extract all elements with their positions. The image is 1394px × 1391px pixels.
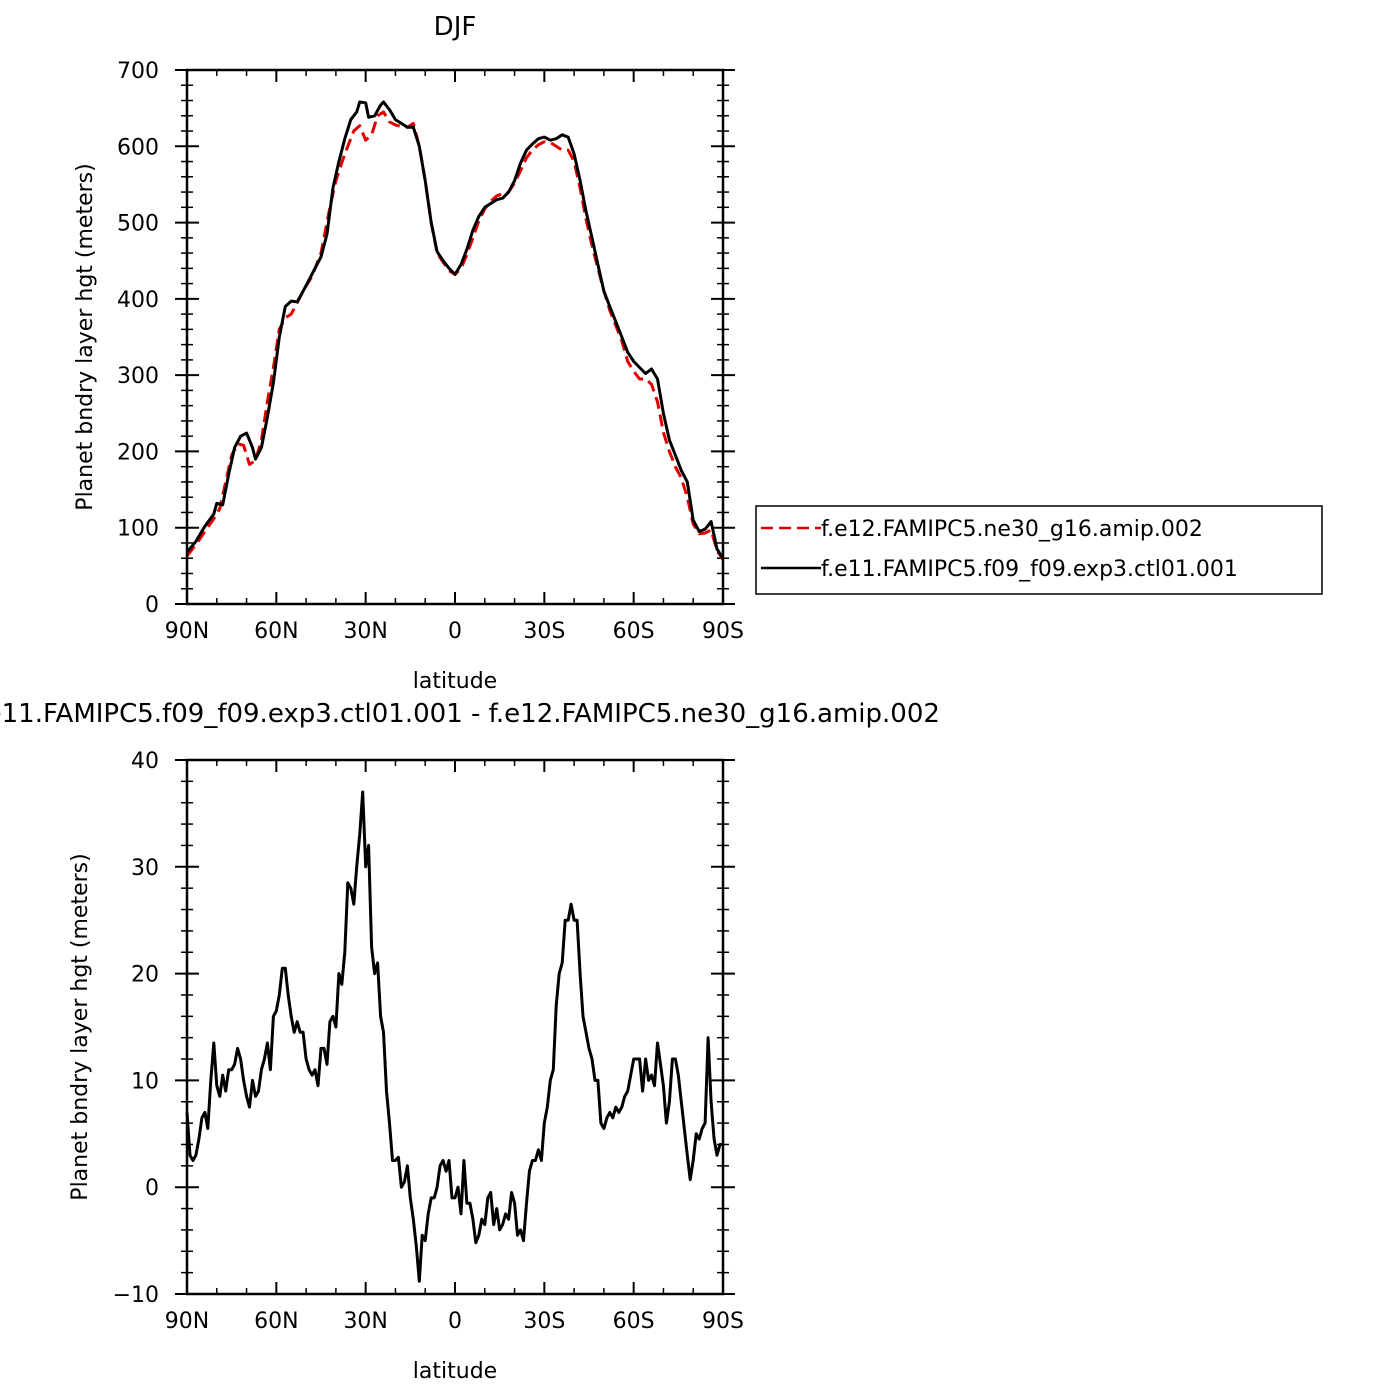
x-tick-label: 60S xyxy=(613,619,655,644)
y-tick-label: 700 xyxy=(117,59,159,84)
y-tick-label: 30 xyxy=(131,856,159,881)
top-chart-ticks: 90N 60N 30N 0 30S 60S 90S 0 100 200 300 400 500 600 70… xyxy=(117,59,744,644)
x-tick-label: 90S xyxy=(702,1309,744,1334)
bottom-chart-ylabel: Planet bndry layer hgt (meters) xyxy=(68,853,93,1200)
y-tick-label: 400 xyxy=(117,288,159,313)
y-tick-label: 500 xyxy=(117,212,159,237)
bottom-chart-ticks: 90N 60N 30N 0 30S 60S 90S −10 0 10 20 30 40 xyxy=(113,749,744,1334)
top-chart-xlabel: latitude xyxy=(413,669,497,694)
x-tick-label: 30N xyxy=(343,619,387,644)
y-tick-label: 20 xyxy=(131,963,159,988)
x-tick-label: 0 xyxy=(448,1309,462,1334)
bottom-chart-xlabel: latitude xyxy=(413,1359,497,1384)
y-tick-label: −10 xyxy=(113,1283,159,1308)
bottom-chart-panel: f.e11.FAMIPC5.f09_f09.exp3.ctl01.001 - f… xyxy=(0,699,940,1384)
top-chart-ylabel: Planet bndry layer hgt (meters) xyxy=(73,163,98,510)
legend-box xyxy=(755,505,1323,595)
x-tick-label: 0 xyxy=(448,619,462,644)
bottom-series-line-0 xyxy=(185,790,723,1283)
y-tick-label: 300 xyxy=(117,364,159,389)
x-tick-label: 60N xyxy=(254,1309,298,1334)
y-tick-label: 200 xyxy=(117,440,159,465)
y-tick-label: 10 xyxy=(131,1069,159,1094)
legend-label-series-b: f.e11.FAMIPC5.f09_f09.exp3.ctl01.001 xyxy=(821,557,1238,582)
y-tick-label: 100 xyxy=(117,517,159,542)
top-chart-legend: f.e12.FAMIPC5.ne30_g16.amip.002 f.e11.FA… xyxy=(755,505,1323,595)
top-series-line-1 xyxy=(185,100,725,560)
y-tick-label: 40 xyxy=(131,749,159,774)
bottom-chart-series xyxy=(185,790,723,1283)
x-tick-label: 30S xyxy=(523,619,565,644)
x-tick-label: 30S xyxy=(523,1309,565,1334)
y-tick-label: 0 xyxy=(145,593,159,618)
y-tick-label: 600 xyxy=(117,135,159,160)
x-tick-label: 60S xyxy=(613,1309,655,1334)
top-chart-frame xyxy=(185,68,725,606)
y-tick-label: 0 xyxy=(145,1176,159,1201)
top-chart-series xyxy=(185,100,725,561)
x-tick-label: 90N xyxy=(165,1309,209,1334)
x-tick-label: 60N xyxy=(254,619,298,644)
bottom-chart-title: f.e11.FAMIPC5.f09_f09.exp3.ctl01.001 - f… xyxy=(0,699,940,729)
x-tick-label: 30N xyxy=(343,1309,387,1334)
legend-label-series-a: f.e12.FAMIPC5.ne30_g16.amip.002 xyxy=(821,517,1203,542)
bottom-chart-frame xyxy=(185,758,725,1296)
top-series-line-0 xyxy=(185,110,725,561)
top-chart-title: DJF xyxy=(434,12,477,42)
top-chart-panel: DJF Planet bndry layer hgt (meters) lati… xyxy=(73,12,1323,694)
x-tick-label: 90S xyxy=(702,619,744,644)
x-tick-label: 90N xyxy=(165,619,209,644)
